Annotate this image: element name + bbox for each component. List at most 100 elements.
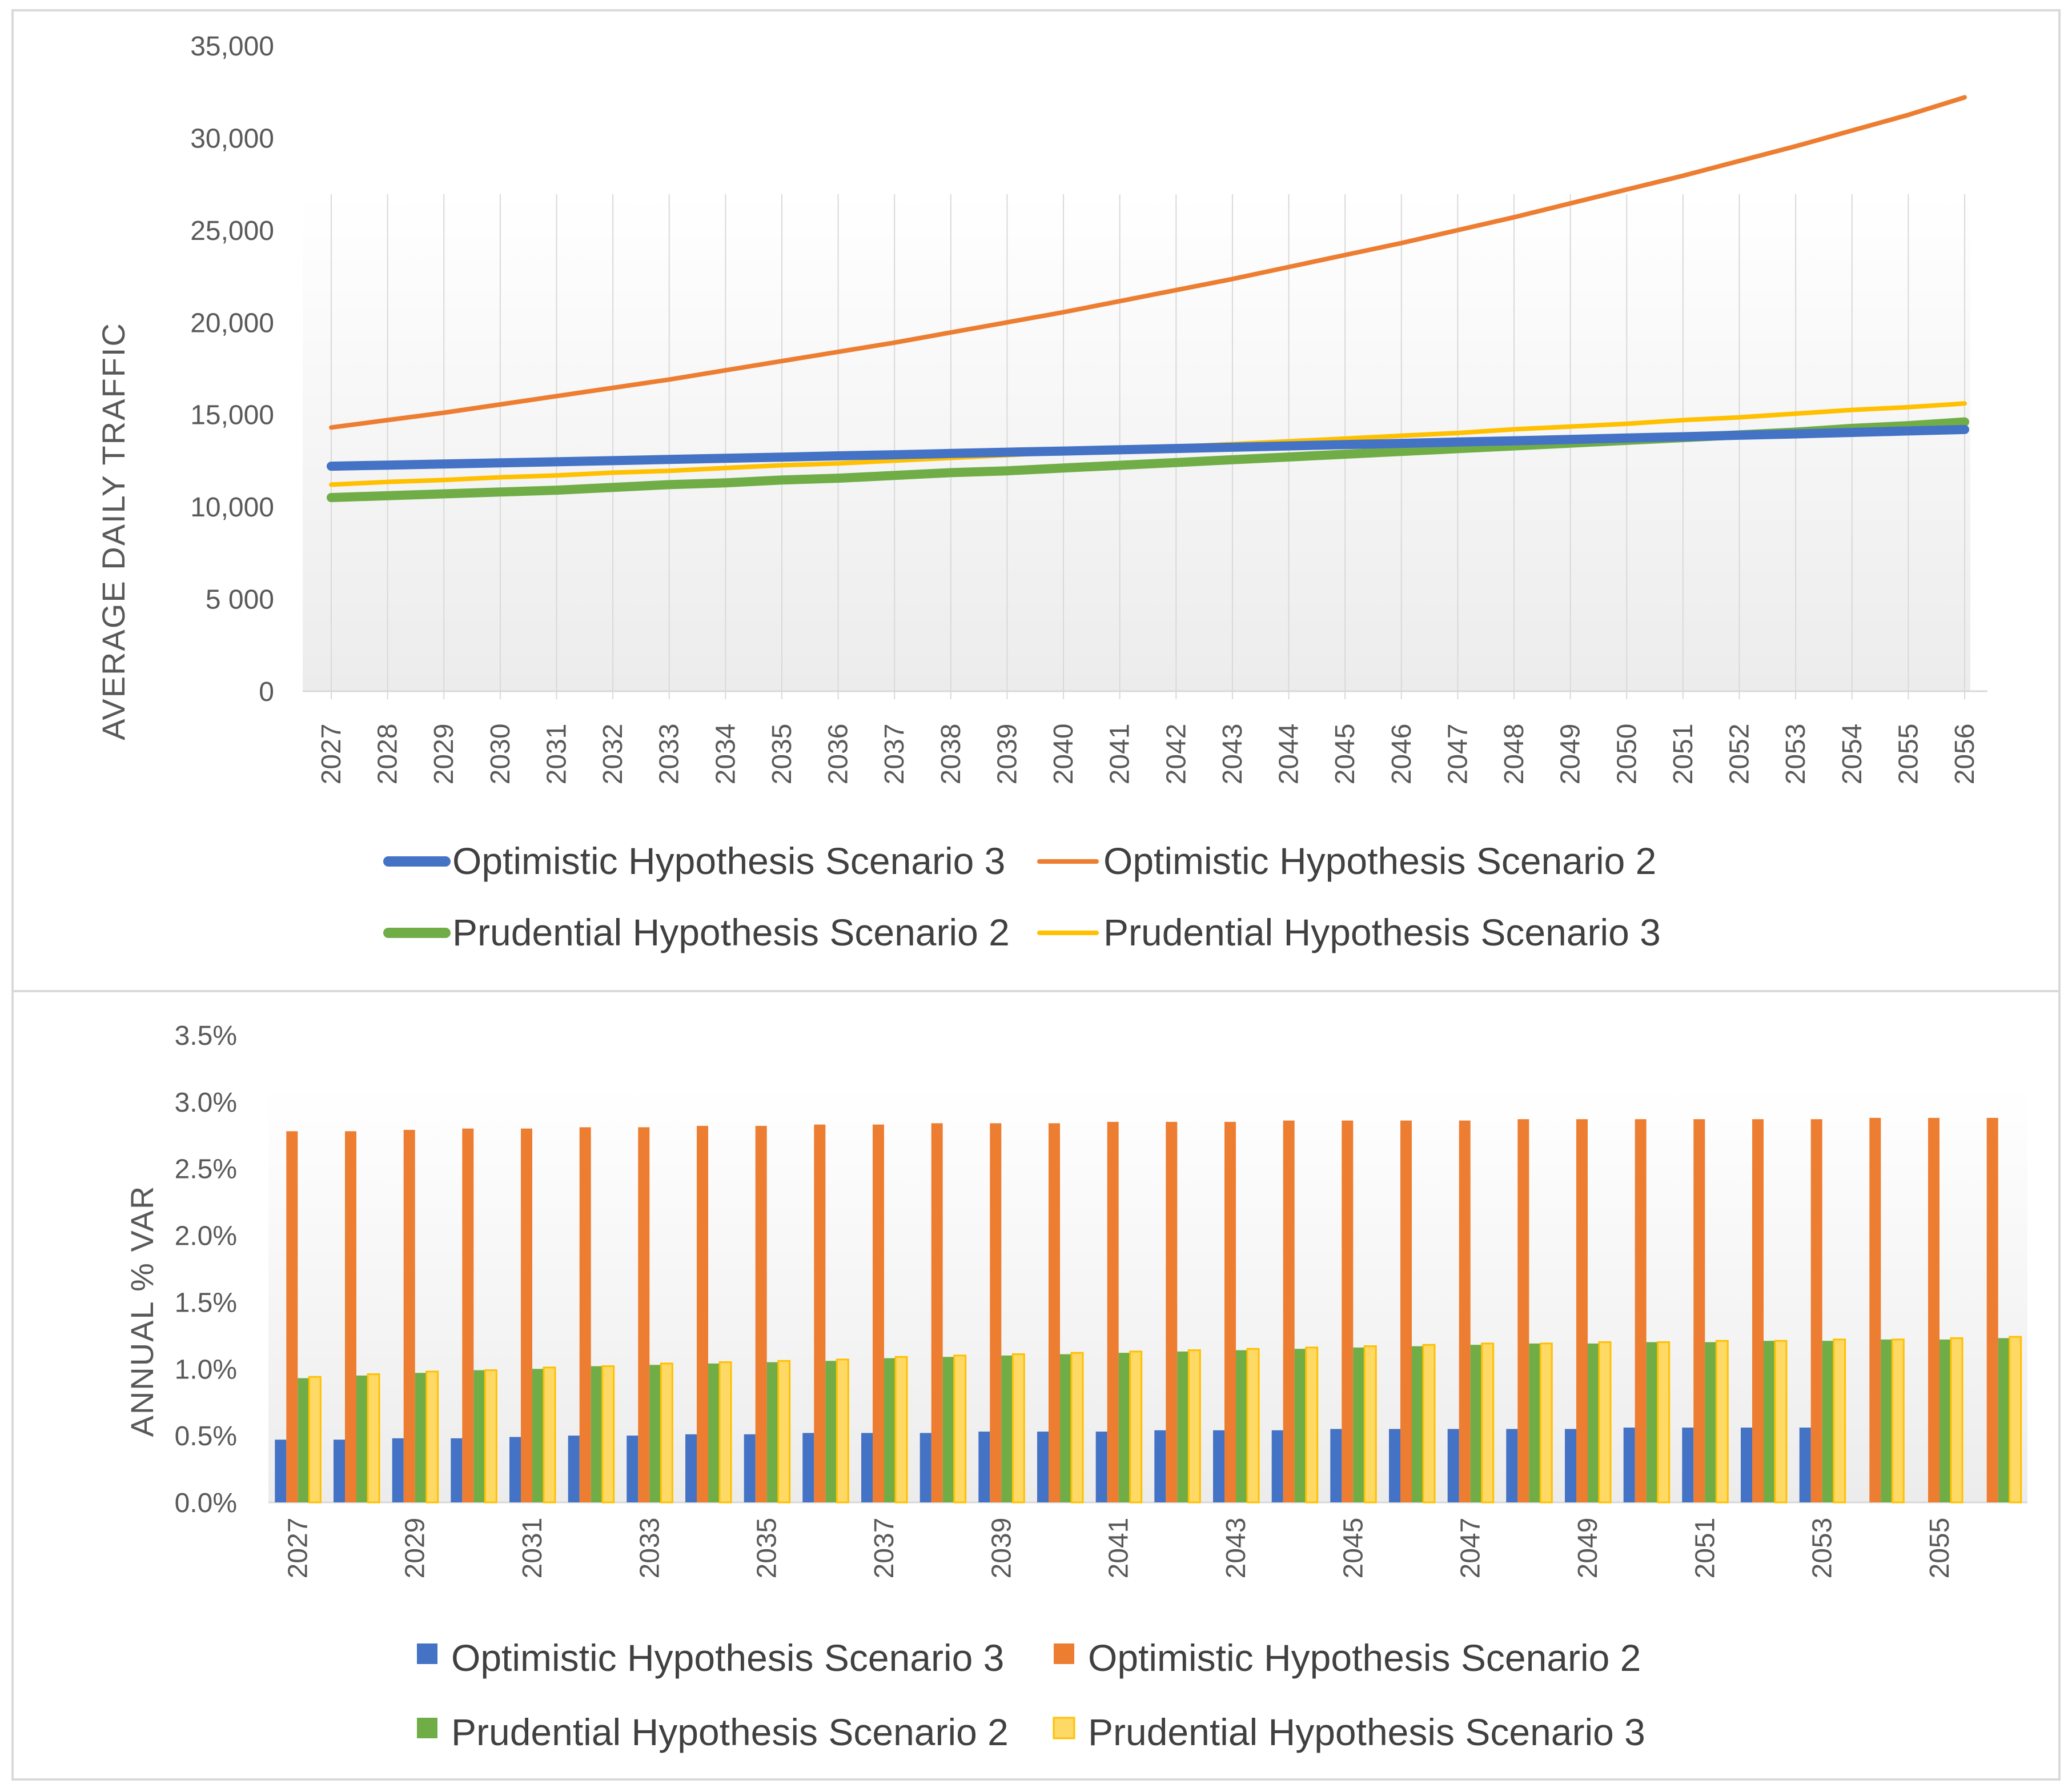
bar-series-0 <box>1095 1432 1107 1502</box>
bar-series-3 <box>660 1362 673 1504</box>
line-chart-x-tick: 2039 <box>992 724 1022 785</box>
bar-series-3 <box>1305 1346 1319 1504</box>
bar-series-0 <box>334 1440 345 1502</box>
bar-chart-y-tick: 2.0% <box>175 1221 237 1252</box>
bar-series-1 <box>638 1127 650 1502</box>
bar-chart-y-tick: 0.0% <box>175 1488 237 1518</box>
bar-chart-x-tick: 2045 <box>1338 1518 1368 1579</box>
line-chart-x-tick: 2049 <box>1556 724 1586 785</box>
bar-series-1 <box>521 1128 532 1502</box>
bar-series-1 <box>1810 1119 1822 1502</box>
bar-series-0 <box>392 1438 404 1502</box>
bar-series-0 <box>1389 1429 1400 1502</box>
bar-series-0 <box>1741 1428 1752 1502</box>
bar-series-2 <box>298 1378 310 1502</box>
line-chart-x-tick: 2027 <box>316 724 347 785</box>
bar-chart-y-tick: 1.5% <box>175 1288 237 1318</box>
line-chart-legend: Optimistic Hypothesis Scenario 3 Optimist… <box>383 840 1661 953</box>
bar-series-3 <box>1011 1353 1025 1504</box>
bar-series-1 <box>462 1128 474 1502</box>
bar-series-0 <box>1213 1430 1224 1502</box>
bar-series-2 <box>884 1358 896 1502</box>
line-chart-y-tick: 10,000 <box>190 492 274 523</box>
bar-series-3 <box>1422 1344 1436 1504</box>
line-chart-panel: 0 5 000 10,000 15,000 20,000 25,000 30,000 35,0… <box>11 9 2061 992</box>
bar-series-0 <box>1271 1430 1283 1502</box>
bar-series-3 <box>1187 1349 1201 1504</box>
bar-series-2 <box>1001 1355 1013 1502</box>
bar-series-0 <box>978 1432 990 1502</box>
line-legend-label: Prudential Hypothesis Scenario 2 <box>452 911 1010 953</box>
line-chart-x-tick: 2054 <box>1837 724 1868 785</box>
bar-series-0 <box>1682 1428 1694 1502</box>
bar-legend-label: Prudential Hypothesis Scenario 3 <box>1088 1711 1645 1753</box>
bar-series-1 <box>1928 1117 1940 1502</box>
bar-legend-label: Optimistic Hypothesis Scenario 2 <box>1088 1637 1641 1679</box>
bar-series-1 <box>697 1125 708 1502</box>
bar-series-1 <box>931 1123 943 1502</box>
line-chart-x-tick: 2041 <box>1105 724 1135 785</box>
bar-chart-x-tick-labels: 2027 2029 2031 2033 2035 2037 2039 2041 2043 2045… <box>283 1518 1955 1579</box>
line-chart-x-tick: 2031 <box>541 724 572 785</box>
bar-series-3 <box>484 1369 497 1504</box>
line-chart-y-tick: 15,000 <box>190 400 274 431</box>
bar-series-2 <box>1412 1346 1423 1502</box>
bar-series-1 <box>873 1124 884 1502</box>
bar-series-3 <box>718 1361 732 1504</box>
bar-chart-y-axis-title: ANNUAL % VAR <box>124 1185 160 1437</box>
line-chart-x-tick: 2040 <box>1049 724 1079 785</box>
line-chart-x-tick: 2029 <box>429 724 459 785</box>
bar-series-3 <box>1833 1338 1846 1504</box>
bar-series-3 <box>1891 1338 1905 1504</box>
bar-chart-x-tick: 2037 <box>869 1518 900 1579</box>
bar-series-1 <box>579 1127 591 1502</box>
bar-series-2 <box>473 1370 485 1502</box>
bar-series-2 <box>942 1357 954 1502</box>
line-chart-x-tick: 2045 <box>1330 724 1360 785</box>
bar-series-0 <box>1799 1428 1811 1502</box>
bar-chart-x-tick: 2029 <box>400 1518 431 1579</box>
bar-series-3 <box>1950 1337 1963 1504</box>
bar-chart-legend: Optimistic Hypothesis Scenario 3 Optimist… <box>417 1637 1645 1753</box>
bar-series-0 <box>1447 1429 1459 1502</box>
bar-series-2 <box>1236 1350 1247 1502</box>
bar-series-2 <box>1646 1342 1658 1502</box>
bar-series-1 <box>1693 1119 1705 1502</box>
bar-series-3 <box>367 1373 380 1504</box>
bar-chart-bars <box>275 1117 2022 1504</box>
line-chart-y-tick-labels: 0 5 000 10,000 15,000 20,000 25,000 30,000 35,0… <box>190 31 274 707</box>
line-chart-y-tick: 25,000 <box>190 216 274 246</box>
bar-series-2 <box>356 1376 368 1502</box>
bar-series-1 <box>1635 1119 1647 1502</box>
line-chart-x-tick: 2048 <box>1499 724 1529 785</box>
bar-series-0 <box>1623 1428 1635 1502</box>
line-legend-label: Optimistic Hypothesis Scenario 3 <box>452 840 1005 882</box>
bar-series-1 <box>1107 1121 1119 1502</box>
bar-series-0 <box>451 1438 463 1502</box>
bar-series-0 <box>1154 1430 1166 1502</box>
bar-series-1 <box>1166 1121 1178 1502</box>
bar-series-2 <box>708 1363 720 1502</box>
bar-series-0 <box>919 1433 931 1502</box>
legend-square-marker <box>1054 1643 1074 1664</box>
bar-series-2 <box>1764 1341 1775 1502</box>
line-chart-y-tick: 30,000 <box>190 123 274 154</box>
bar-series-1 <box>1400 1120 1412 1502</box>
bar-chart-x-tick: 2047 <box>1456 1518 1486 1579</box>
bar-series-1 <box>1752 1119 1764 1502</box>
bar-chart-panel: 0.0%0.5%1.0%1.5%2.0%2.5%3.0%3.5% 2027 202… <box>11 990 2061 1781</box>
legend-square-marker <box>1053 1717 1075 1739</box>
bar-series-3 <box>1598 1341 1612 1504</box>
bar-series-3 <box>1715 1340 1729 1504</box>
line-chart-x-tick: 2055 <box>1893 724 1924 785</box>
line-chart-x-tick: 2030 <box>485 724 516 785</box>
bar-chart-y-tick: 2.5% <box>175 1154 237 1185</box>
bar-series-3 <box>2009 1336 2022 1504</box>
bar-chart-x-tick: 2027 <box>283 1518 313 1579</box>
bar-series-2 <box>1353 1347 1365 1502</box>
bar-chart-y-tick: 0.5% <box>175 1421 237 1452</box>
bar-series-2 <box>1294 1349 1306 1502</box>
bar-chart-x-tick: 2033 <box>635 1518 665 1579</box>
bar-series-2 <box>1940 1339 1951 1502</box>
